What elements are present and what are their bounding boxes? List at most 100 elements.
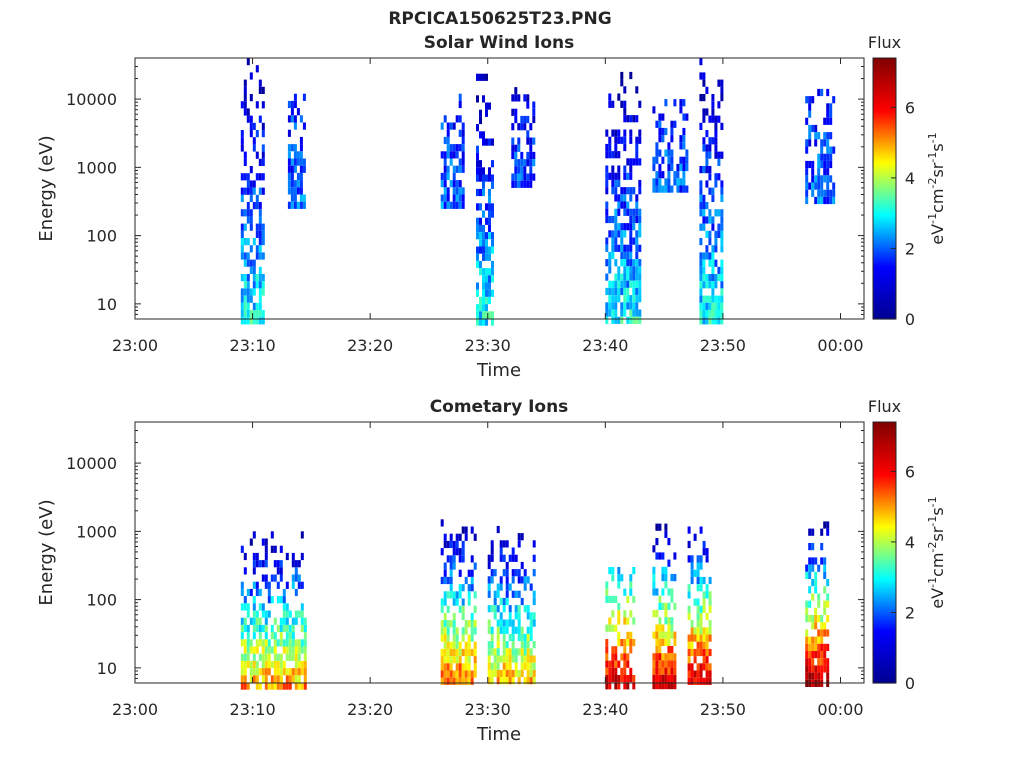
heatmap-cell bbox=[482, 138, 485, 146]
heatmap-cell bbox=[629, 667, 633, 675]
heatmap-cell bbox=[808, 586, 812, 594]
heatmap-cell bbox=[291, 632, 295, 640]
heatmap-cell bbox=[496, 677, 500, 685]
heatmap-cell bbox=[690, 663, 694, 671]
heatmap-cell bbox=[514, 115, 518, 124]
heatmap-cell bbox=[517, 173, 521, 181]
heatmap-cell bbox=[702, 677, 706, 685]
heatmap-cell bbox=[255, 202, 259, 210]
heatmap-cell bbox=[452, 165, 456, 173]
heatmap-cell bbox=[502, 677, 506, 685]
heatmap-cell bbox=[449, 540, 453, 549]
heatmap-cell bbox=[252, 202, 256, 210]
colorbar-step bbox=[873, 199, 896, 203]
heatmap-cell bbox=[446, 144, 450, 152]
heatmap-cell bbox=[252, 122, 256, 130]
heatmap-cell bbox=[517, 123, 521, 131]
heatmap-cell bbox=[264, 538, 268, 546]
colorbar-step bbox=[873, 424, 896, 427]
heatmap-cell bbox=[826, 88, 830, 97]
heatmap-cell bbox=[255, 310, 259, 318]
heatmap-cell bbox=[270, 660, 274, 669]
heatmap-cell bbox=[491, 260, 494, 269]
heatmap-cell bbox=[299, 136, 303, 145]
heatmap-cell bbox=[655, 149, 659, 157]
heatmap-cell bbox=[705, 86, 709, 94]
heatmap-cell bbox=[296, 172, 300, 181]
heatmap-cell bbox=[714, 310, 718, 318]
heatmap-cell bbox=[532, 641, 536, 649]
heatmap-cell bbox=[476, 145, 479, 153]
heatmap-cell bbox=[814, 651, 818, 659]
heatmap-cell bbox=[808, 103, 812, 111]
heatmap-cell bbox=[493, 655, 497, 663]
heatmap-cell bbox=[246, 115, 250, 123]
colorbar-step bbox=[873, 314, 896, 318]
heatmap-cell bbox=[658, 624, 662, 632]
heatmap-cell bbox=[529, 669, 533, 678]
heatmap-cell bbox=[246, 295, 250, 303]
heatmap-cell bbox=[652, 566, 656, 574]
heatmap-cell bbox=[294, 610, 298, 618]
colorbar-step bbox=[873, 155, 896, 159]
heatmap-cell bbox=[249, 588, 253, 597]
heatmap-cell bbox=[629, 237, 633, 245]
heatmap-cell bbox=[258, 115, 262, 123]
heatmap-cell bbox=[708, 151, 712, 159]
unit-base: s bbox=[928, 507, 947, 515]
heatmap-cell bbox=[458, 584, 462, 592]
heatmap-cell bbox=[240, 223, 244, 231]
heatmap-cell bbox=[658, 523, 662, 531]
heatmap-cell bbox=[673, 171, 677, 179]
heatmap-cell bbox=[490, 576, 494, 584]
heatmap-cell bbox=[623, 639, 627, 647]
heatmap-cell bbox=[702, 266, 706, 274]
heatmap-cell bbox=[458, 180, 462, 188]
unit-exponent: -1 bbox=[926, 213, 939, 224]
heatmap-cell bbox=[270, 646, 274, 654]
heatmap-cell bbox=[246, 58, 250, 66]
heatmap-cell bbox=[629, 309, 633, 317]
x-tick-label: 23:00 bbox=[112, 700, 158, 719]
heatmap-cell bbox=[699, 166, 703, 174]
heatmap-cell bbox=[817, 600, 821, 608]
heatmap-cell bbox=[282, 660, 286, 669]
heatmap-cell bbox=[452, 648, 456, 657]
heatmap-cell bbox=[702, 634, 706, 642]
heatmap-cell bbox=[614, 172, 618, 180]
heatmap-cell bbox=[670, 682, 674, 690]
heatmap-cell bbox=[635, 136, 639, 144]
heatmap-cell bbox=[617, 266, 621, 274]
heatmap-cell bbox=[652, 574, 656, 582]
heatmap-cell bbox=[717, 79, 721, 87]
heatmap-cell bbox=[620, 79, 624, 87]
heatmap-cell bbox=[511, 108, 515, 116]
heatmap-cell bbox=[299, 172, 303, 181]
heatmap-cell bbox=[817, 132, 821, 140]
heatmap-cell bbox=[473, 648, 477, 657]
heatmap-cell bbox=[826, 593, 830, 601]
heatmap-cell bbox=[505, 641, 509, 649]
heatmap-cell bbox=[293, 187, 297, 195]
heatmap-cell bbox=[243, 101, 247, 109]
heatmap-cell bbox=[255, 581, 259, 589]
heatmap-cell bbox=[264, 624, 268, 633]
heatmap-cell bbox=[443, 562, 447, 570]
heatmap-cell bbox=[449, 591, 453, 599]
heatmap-cell bbox=[461, 201, 465, 209]
heatmap-cell bbox=[614, 187, 618, 195]
heatmap-cell bbox=[499, 540, 503, 548]
heatmap-cell bbox=[258, 588, 262, 597]
heatmap-cell bbox=[240, 187, 244, 195]
heatmap-cell bbox=[714, 180, 718, 188]
heatmap-cell bbox=[626, 316, 630, 324]
heatmap-cell bbox=[826, 153, 830, 161]
heatmap-cell bbox=[635, 86, 639, 94]
heatmap-cell bbox=[635, 280, 639, 288]
x-tick-label: 23:10 bbox=[230, 336, 276, 355]
colorbar-step bbox=[873, 227, 896, 231]
colorbar-step bbox=[873, 593, 896, 597]
heatmap-cell bbox=[811, 168, 815, 176]
heatmap-cell bbox=[626, 201, 630, 209]
unit-base: eV bbox=[928, 588, 947, 609]
